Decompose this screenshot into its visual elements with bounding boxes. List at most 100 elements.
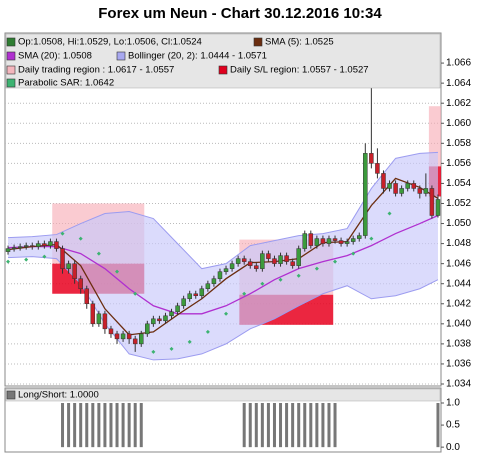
y-tick-label: 0.0	[446, 442, 460, 453]
legend-swatch	[116, 51, 126, 61]
bar	[279, 403, 283, 448]
candle-body	[266, 253, 271, 259]
legend-swatch	[6, 65, 16, 75]
candle-body	[17, 246, 23, 248]
candle-body	[357, 235, 362, 239]
y-tick-label: 1.042	[446, 298, 471, 309]
sar-point	[387, 211, 392, 216]
bar	[103, 403, 107, 448]
candle-body	[272, 258, 277, 264]
y-tick-label: 1.036	[446, 359, 471, 370]
candle-body	[84, 288, 89, 305]
y-tick-label: 1.064	[446, 78, 471, 89]
bar	[333, 403, 337, 448]
candle-body	[393, 183, 398, 194]
candle-body	[332, 238, 338, 241]
sar-point	[369, 236, 374, 241]
candle-body	[54, 241, 59, 249]
candle-body	[320, 238, 326, 244]
y-tick-label: 1.044	[446, 278, 471, 289]
legend-label: Parabolic SAR: 1.0642	[18, 78, 114, 89]
bar	[85, 403, 89, 448]
candle-body	[132, 338, 138, 345]
bar	[139, 403, 143, 448]
sar-point	[296, 273, 301, 278]
candle-body	[102, 313, 108, 330]
candle-body	[72, 263, 77, 279]
bar	[109, 403, 113, 448]
sar-point	[205, 329, 210, 334]
candle-body	[48, 241, 53, 246]
candle-body	[96, 313, 102, 325]
sar-point	[60, 231, 65, 236]
candle-body	[175, 305, 180, 313]
candle-body	[363, 153, 368, 236]
bar	[133, 403, 137, 448]
candle-body	[30, 245, 35, 247]
legend-label: SMA (20): 1.0508	[18, 51, 92, 62]
bar	[315, 403, 319, 448]
chart-title: Forex um Neun - Chart 30.12.2016 10:34	[98, 5, 382, 22]
sar-point	[6, 259, 11, 264]
sar-point	[133, 291, 138, 296]
candle-body	[350, 238, 356, 242]
trading-region	[428, 106, 441, 167]
bar	[115, 403, 119, 448]
candle-body	[11, 247, 17, 249]
bar	[309, 403, 313, 448]
sar-point	[24, 257, 29, 262]
candle-body	[145, 323, 150, 335]
sma-line	[7, 177, 439, 336]
y-tick-label: 1.054	[446, 178, 471, 189]
sar-point	[169, 346, 174, 351]
candle-body	[223, 268, 229, 272]
candle-body	[248, 261, 253, 266]
bar	[260, 403, 264, 448]
candle-body	[78, 278, 83, 289]
y-tick-label: 1.040	[446, 318, 471, 329]
candle-body	[157, 318, 162, 322]
sar-point	[42, 254, 47, 259]
bar	[285, 403, 289, 448]
sar-point	[187, 339, 192, 344]
sar-point	[260, 281, 265, 286]
bar	[303, 403, 307, 448]
candle-body	[5, 248, 11, 252]
candle-body	[338, 240, 344, 244]
candle-body	[254, 265, 259, 269]
legend-swatch	[6, 78, 16, 88]
candle-body	[169, 311, 174, 317]
candle-body	[399, 188, 404, 194]
candle-body	[344, 241, 350, 244]
bar	[297, 403, 301, 448]
candle-body	[405, 183, 410, 189]
sar-point	[242, 291, 247, 296]
bar	[127, 403, 131, 448]
candle-body	[23, 245, 29, 247]
y-tick-label: 1.066	[446, 58, 471, 69]
sar-point	[78, 236, 83, 241]
candle-body	[229, 263, 235, 269]
candle-body	[375, 163, 380, 174]
y-tick-label: 1.038	[446, 339, 471, 350]
candle-body	[66, 263, 71, 269]
legend-label: Daily S/L region: 1.0557 - 1.0527	[230, 65, 369, 76]
y-tick-label: 0.5	[446, 420, 460, 431]
y-tick-label: 1.0	[446, 398, 460, 409]
y-tick-label: 1.060	[446, 118, 471, 129]
candle-body	[308, 233, 314, 246]
candle-body	[435, 199, 441, 216]
candle-body	[217, 271, 223, 279]
bar	[242, 403, 246, 448]
candle-body	[60, 248, 65, 269]
candle-body	[284, 255, 289, 262]
y-tick-label: 1.048	[446, 238, 471, 249]
candle-body	[278, 255, 283, 264]
candle-body	[187, 293, 192, 300]
candle-body	[163, 315, 168, 322]
candle-body	[302, 233, 307, 249]
bar	[97, 403, 101, 448]
sar-point	[115, 269, 120, 274]
bar	[266, 403, 270, 448]
